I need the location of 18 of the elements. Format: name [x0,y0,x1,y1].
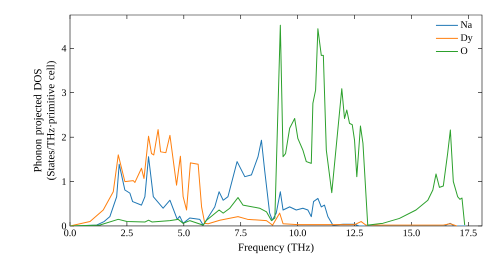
x-tick-label: 5.0 [178,230,190,236]
legend-label: Dy [460,34,473,44]
x-tick-label: 17.5 [460,230,477,236]
y-axis-title: Phonon projected DOS (States/THz·primitive cell) [34,61,57,180]
y-tick-label: 0 [62,222,66,230]
y-tick-label: 3 [62,89,66,96]
y-tick-label: 1 [62,178,66,185]
x-tick-label: 0.0 [64,230,76,236]
x-tick-label: 2.5 [121,230,133,236]
legend-label: O [460,47,468,54]
x-axis-title: Frequency (THz) [238,243,314,254]
x-tick-label: 7.5 [235,230,247,236]
x-tick-label: 10.0 [290,230,306,236]
x-tick-label: 15.0 [404,230,420,236]
legend-label: Na [460,21,472,28]
x-tick-label: 12.5 [346,230,363,236]
y-tick-label: 2 [62,134,66,140]
y-tick-label: 4 [62,45,66,52]
